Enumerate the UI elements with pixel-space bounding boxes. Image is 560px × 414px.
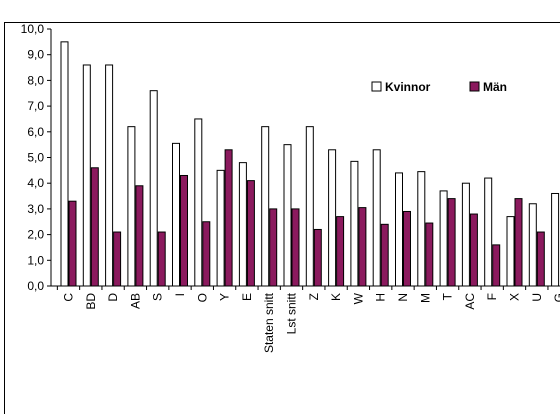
y-tick-label: 5,0 [27,151,44,165]
bar-kvinnor [238,162,247,287]
x-category-label: Lst snitt [285,292,299,334]
bar-man [90,167,99,287]
bar-kvinnor [149,90,158,287]
x-category-label: D [106,293,120,302]
y-tick-label: 8,0 [27,73,44,87]
y-tick-label: 9,0 [27,48,44,62]
legend-swatch-kvinnor [371,81,382,92]
x-category-label: C [62,293,76,302]
x-category-label: H [374,293,388,302]
bar-man [536,231,545,287]
bar-man [313,228,322,287]
x-category-label: F [485,293,499,300]
x-category-label: Y [218,293,232,301]
bar-kvinnor [551,192,560,287]
bar-kvinnor [261,126,270,287]
y-tick-label: 4,0 [27,176,44,190]
x-category-label: E [240,293,254,301]
x-category-label: AC [463,293,477,310]
bar-man [358,207,367,287]
bar-man [336,216,345,287]
y-tick-label: 10,0 [21,22,45,36]
bar-man [180,174,188,287]
bar-kvinnor [350,160,359,287]
bar-kvinnor [506,216,515,287]
bar-man [403,210,411,287]
x-category-label: I [173,293,187,296]
x-category-label: M [418,293,432,303]
y-tick-label: 3,0 [27,202,44,216]
bar-kvinnor [372,149,381,287]
x-category-label: N [396,293,410,302]
x-category-label: K [329,293,343,301]
x-category-label: Z [307,293,321,300]
bar-man [469,213,478,287]
bar-kvinnor [172,142,180,287]
bar-man [447,198,456,287]
x-category-label: W [351,292,365,304]
y-tick-label: 0,0 [27,279,44,293]
legend-swatch-man [469,81,480,92]
bar-kvinnor [461,182,470,287]
bar-man [202,221,211,287]
bar-kvinnor [305,126,314,287]
bar-kvinnor [82,64,91,287]
x-category-label: U [530,293,544,302]
bar-kvinnor [395,172,403,287]
bar-kvinnor [127,126,136,287]
legend-label-man: Män [483,80,507,94]
bar-kvinnor [417,171,426,287]
bar-kvinnor [439,190,448,287]
bar-man [291,208,300,287]
bar-kvinnor [283,144,292,287]
bar-kvinnor [216,169,225,287]
bar-man [514,198,523,287]
bar-man [425,222,434,287]
x-category-label: AB [128,293,142,309]
x-category-label: S [151,293,165,301]
x-category-label: T [441,292,455,300]
bar-man [246,180,255,287]
y-tick-label: 6,0 [27,125,44,139]
bar-man [492,244,501,287]
bar-kvinnor [484,177,493,287]
bar-kvinnor [105,64,114,287]
x-category-label: X [508,293,522,301]
bar-kvinnor [194,118,203,287]
x-category-label: G [552,293,560,302]
y-tick-label: 7,0 [27,99,44,113]
x-category-label: Staten snitt [262,292,276,353]
bar-kvinnor [528,203,537,287]
bar-man [269,208,278,287]
x-category-label: BD [84,293,98,310]
bar-man [135,185,144,287]
legend-label-kvinnor: Kvinnor [385,80,431,94]
bar-man [380,223,389,287]
bar-kvinnor [60,41,69,287]
y-tick-label: 1,0 [27,253,44,267]
bar-man [113,231,122,287]
bar-man [224,149,233,287]
y-tick-label: 2,0 [27,228,44,242]
x-category-label: O [195,293,209,302]
bar-man [68,200,77,287]
bar-kvinnor [328,149,337,287]
bar-man [157,231,166,287]
